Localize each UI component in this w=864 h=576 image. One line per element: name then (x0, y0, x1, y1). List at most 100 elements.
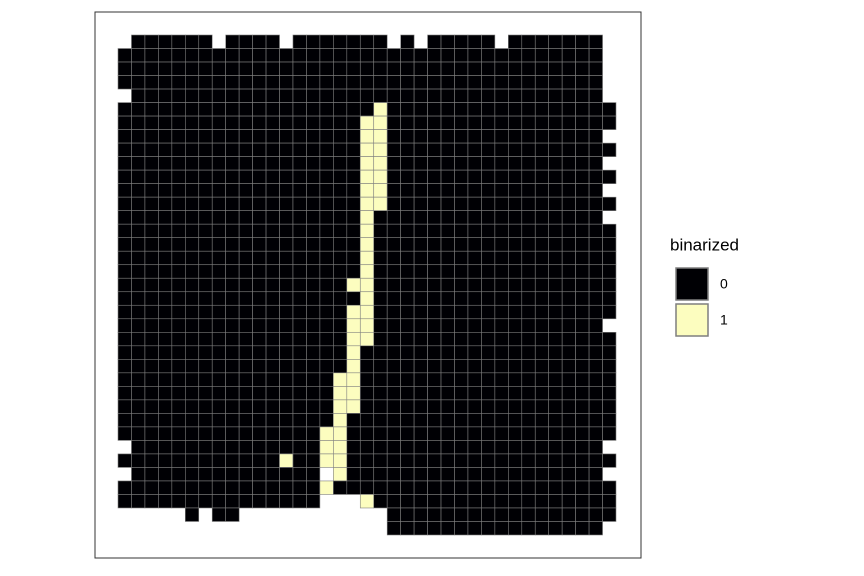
tile (427, 359, 442, 374)
tile (508, 277, 523, 293)
tile (427, 304, 442, 320)
tile (333, 304, 348, 320)
tile (386, 359, 401, 374)
tile (548, 264, 563, 279)
tile (413, 169, 428, 184)
tile (494, 467, 509, 482)
tile (359, 304, 375, 320)
tile (588, 223, 603, 239)
tile (508, 521, 523, 536)
tile (292, 183, 307, 198)
tile (359, 453, 375, 468)
tile (117, 142, 132, 157)
tile (427, 386, 442, 401)
tile (467, 467, 482, 482)
tile (117, 129, 132, 144)
tile (306, 75, 321, 90)
tile (359, 196, 375, 211)
tile (386, 48, 401, 63)
tile (225, 345, 240, 360)
tile (508, 183, 523, 198)
tile (346, 345, 361, 360)
tile (319, 237, 334, 252)
tile (400, 304, 415, 320)
tile (602, 507, 617, 522)
tile (359, 250, 375, 266)
tile (467, 196, 482, 211)
tile (575, 115, 590, 130)
tile (454, 48, 469, 63)
tile (198, 237, 213, 252)
tile (225, 156, 240, 171)
tile (184, 169, 200, 184)
tile (481, 426, 496, 441)
tile (440, 250, 455, 266)
tile (454, 142, 469, 157)
tile (225, 34, 240, 49)
tile (279, 264, 294, 279)
tile (184, 359, 200, 374)
tile (333, 88, 348, 103)
tile (158, 237, 173, 252)
tile (333, 48, 348, 63)
tile (265, 264, 280, 279)
tile (265, 61, 280, 76)
tile (575, 61, 590, 76)
tile (198, 453, 213, 468)
tile (481, 75, 496, 90)
tile (534, 250, 550, 266)
tile (508, 129, 523, 144)
tile (346, 210, 361, 225)
tile (158, 115, 173, 130)
tile (306, 291, 321, 306)
tile (211, 237, 226, 252)
tile (467, 480, 482, 495)
tile (252, 399, 267, 414)
tile (427, 521, 442, 536)
tile (386, 277, 401, 293)
tile (346, 426, 361, 441)
tile (521, 467, 536, 482)
tile (373, 440, 388, 455)
tile (346, 169, 361, 184)
tile (494, 250, 509, 266)
tile (534, 102, 550, 117)
tile (440, 277, 455, 293)
tile (252, 331, 267, 347)
tile (359, 440, 375, 455)
tile (440, 34, 455, 49)
tile (131, 129, 146, 144)
tile (588, 386, 603, 401)
tile (575, 318, 590, 333)
tile (508, 359, 523, 374)
tile (454, 88, 469, 103)
tile (144, 88, 159, 103)
tile (333, 250, 348, 266)
tile (117, 359, 132, 374)
tile (400, 223, 415, 239)
tile (131, 372, 146, 387)
tile (292, 142, 307, 157)
tile (467, 359, 482, 374)
tile (588, 277, 603, 293)
tile (413, 196, 428, 211)
tile (238, 223, 253, 239)
tile (184, 196, 200, 211)
tile (131, 169, 146, 184)
tile (171, 210, 186, 225)
tile (561, 250, 576, 266)
tile (211, 264, 226, 279)
tile (494, 61, 509, 76)
tile (602, 291, 617, 306)
tile (508, 494, 523, 509)
tile (252, 359, 267, 374)
tile (211, 304, 226, 320)
tile (319, 359, 334, 374)
tile (602, 196, 617, 211)
tile (131, 331, 146, 347)
tile (440, 521, 455, 536)
tile (184, 291, 200, 306)
tile (333, 156, 348, 171)
tile (265, 359, 280, 374)
tile (400, 413, 415, 428)
